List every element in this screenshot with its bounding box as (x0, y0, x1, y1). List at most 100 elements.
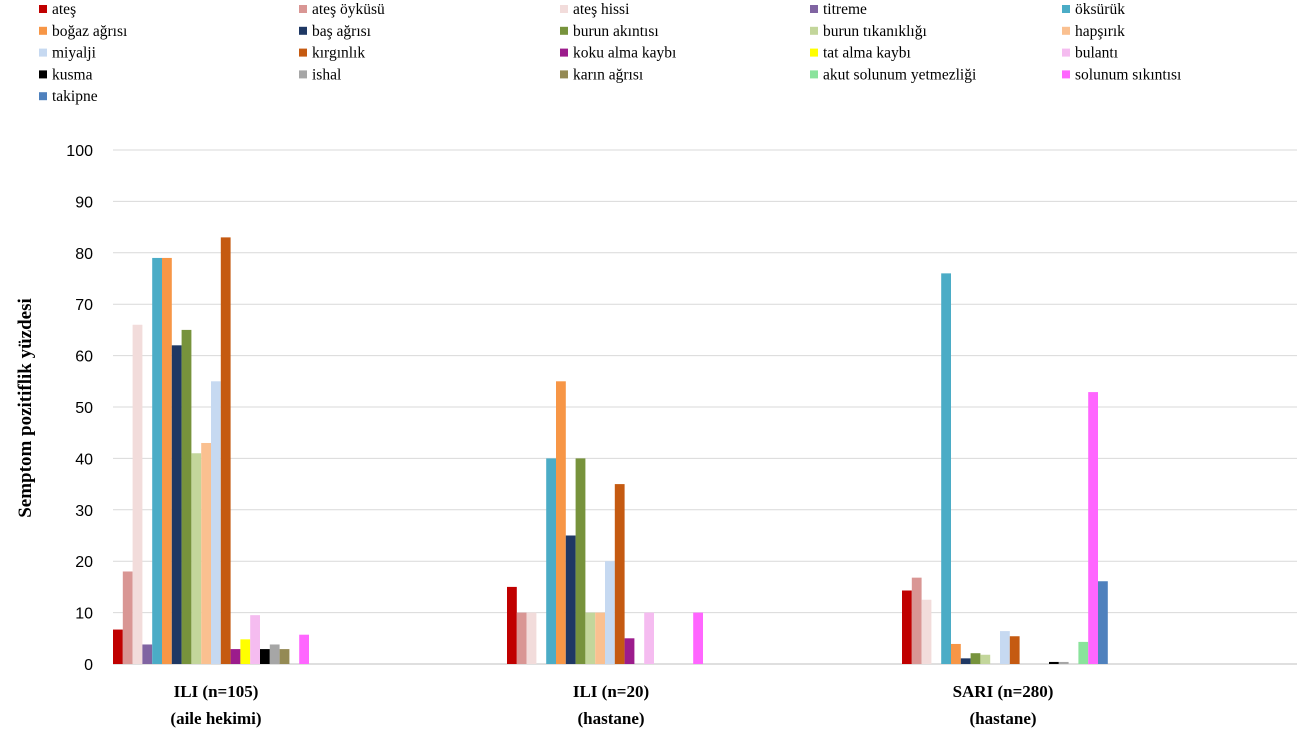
legend-label: titreme (823, 1, 867, 18)
legend-swatch (299, 70, 307, 79)
y-tick-label: 20 (75, 554, 93, 571)
legend-swatch (560, 26, 568, 35)
bar (1000, 631, 1010, 664)
bar (951, 643, 961, 664)
bar (556, 381, 566, 664)
chart-bars (113, 237, 1108, 664)
bar (980, 654, 991, 664)
legend-label: koku alma kaybı (573, 45, 677, 62)
legend-swatch (39, 92, 47, 101)
legend-label: boğaz ağrısı (52, 23, 128, 40)
bar (624, 638, 635, 664)
legend-swatch (299, 48, 307, 57)
legend-label: kırgınlık (312, 45, 365, 62)
legend-item: öksürük (1062, 1, 1125, 18)
legend-item: koku alma kaybı (560, 45, 677, 62)
legend-item: miyalji (39, 45, 97, 62)
legend-swatch (810, 5, 818, 13)
legend-label: ateş öyküsü (312, 1, 385, 18)
bar (1049, 661, 1059, 664)
legend-item: ateş öyküsü (299, 1, 385, 18)
legend-swatch (39, 70, 47, 79)
bar (201, 442, 211, 664)
legend-swatch (810, 48, 818, 57)
bar (113, 629, 123, 664)
y-tick-label: 70 (75, 297, 93, 314)
legend-item: ateş (39, 1, 76, 18)
legend-item: boğaz ağrısı (39, 23, 128, 40)
legend-item: solunum sıkıntısı (1062, 66, 1182, 83)
legend-swatch (560, 48, 568, 57)
y-tick-label: 50 (75, 400, 93, 417)
bar (132, 324, 143, 664)
y-tick-label: 0 (84, 657, 93, 674)
legend-label: öksürük (1075, 1, 1125, 18)
legend-item: hapşırık (1062, 23, 1125, 40)
legend-item: takipne (39, 88, 98, 105)
legend-item: tat alma kaybı (810, 45, 911, 62)
legend-label: bulantı (1075, 45, 1119, 62)
legend-label: ateş hissi (573, 1, 630, 18)
bar (960, 658, 971, 664)
bar (181, 329, 192, 664)
y-tick-label: 30 (75, 503, 93, 520)
bar (142, 644, 153, 664)
bar (507, 586, 517, 664)
legend-swatch (810, 70, 818, 79)
y-tick-label: 100 (66, 143, 93, 160)
bar (526, 612, 537, 664)
legend-label: ateş (52, 1, 76, 18)
y-tick-label: 10 (75, 606, 93, 623)
legend-item: burun akıntısı (560, 23, 659, 40)
bar (230, 649, 241, 664)
bar (260, 649, 270, 664)
legend-swatch (810, 26, 818, 35)
bar (191, 453, 202, 664)
y-tick-label: 80 (75, 246, 93, 263)
bar (614, 484, 625, 664)
bar (565, 535, 576, 664)
bar (240, 639, 251, 664)
legend-swatch (1062, 5, 1070, 13)
bar (941, 273, 951, 664)
legend-item: baş ağrısı (299, 23, 372, 40)
legend-label: burun tıkanıklığı (823, 23, 927, 40)
bar (1098, 581, 1108, 664)
legend-swatch (560, 5, 568, 13)
bar (693, 612, 703, 664)
y-tick-label: 60 (75, 349, 93, 366)
legend-item: ateş hissi (560, 1, 630, 18)
bar (585, 612, 596, 664)
bar (546, 458, 556, 664)
legend-item: ishal (299, 66, 341, 83)
legend-swatch (1062, 70, 1070, 79)
legend-swatch (39, 5, 47, 13)
legend-label: akut solunum yetmezliği (823, 66, 977, 83)
y-tick-label: 40 (75, 451, 93, 468)
legend-swatch (299, 26, 307, 35)
bar (162, 257, 172, 664)
bar (220, 237, 231, 664)
x-category-label: ILI (n=20) (hastane) (573, 682, 649, 728)
x-category-label: ILI (n=105) (aile hekimi) (170, 682, 261, 728)
bar (279, 649, 290, 664)
legend-label: kusma (52, 66, 93, 83)
legend-item: titreme (810, 1, 867, 18)
legend-item: kırgınlık (299, 45, 365, 62)
chart-legend: ateş ateş öyküsü ateş hissi titreme öksürük b… (39, 1, 1182, 105)
legend-label: hapşırık (1075, 23, 1125, 40)
legend-swatch (560, 70, 568, 79)
bar (171, 345, 182, 664)
bar (152, 257, 162, 664)
legend-label: takipne (52, 88, 98, 105)
legend-label: solunum sıkıntısı (1075, 66, 1182, 83)
bar (644, 612, 654, 664)
bar (122, 571, 133, 664)
legend-swatch (1062, 26, 1070, 35)
legend-label: tat alma kaybı (823, 45, 911, 62)
bar (211, 381, 221, 664)
bar (911, 577, 922, 664)
chart-gridlines (113, 149, 1297, 665)
legend-label: ishal (312, 66, 341, 83)
